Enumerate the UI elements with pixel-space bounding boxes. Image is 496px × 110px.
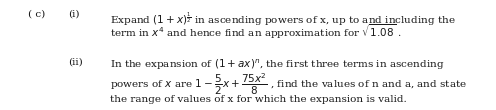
Text: the range of values of x for which the expansion is valid.: the range of values of x for which the e… [110, 95, 407, 104]
Text: (i): (i) [68, 10, 79, 19]
Text: powers of $x$ are $1-\dfrac{5}{2}x+\dfrac{75x^{2}}{8}$ , find the values of n an: powers of $x$ are $1-\dfrac{5}{2}x+\dfra… [110, 72, 467, 97]
Text: term in $x^{4}$ and hence find an approximation for $\sqrt{1.08}$ .: term in $x^{4}$ and hence find an approx… [110, 22, 402, 41]
Text: ( c): ( c) [28, 10, 45, 19]
Text: (ii): (ii) [68, 58, 83, 67]
Text: In the expansion of $(1 + ax)^{n}$, the first three terms in ascending: In the expansion of $(1 + ax)^{n}$, the … [110, 58, 444, 72]
Text: Expand $(1 + x)^{\frac{1}{2}}$ in ascending powers of x, up to and including the: Expand $(1 + x)^{\frac{1}{2}}$ in ascend… [110, 10, 456, 28]
